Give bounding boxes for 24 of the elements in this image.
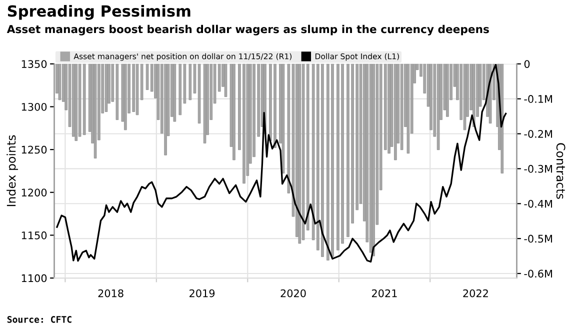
- x-tick-label: 2022: [463, 289, 488, 298]
- source-note: Source: CFTC: [7, 316, 72, 323]
- y2-tick-label: -0.3M: [524, 164, 552, 173]
- y-tick-label: 1200: [22, 188, 47, 196]
- y2-tick-label: -0.1M: [524, 95, 552, 103]
- y2-axis-title: Contracts: [556, 143, 566, 199]
- chart-subtitle: Asset managers boost bearish dollar wagers as slump in the currency deepens: [6, 24, 489, 36]
- y-tick-label: 1250: [22, 146, 47, 154]
- x-tick-label: 2019: [190, 289, 215, 298]
- y2-tick-label: 0: [524, 60, 530, 68]
- y2-tick-label: -0.4M: [524, 200, 552, 208]
- y2-tick-label: -0.2M: [524, 130, 552, 138]
- y-tick-label: 1100: [22, 274, 47, 282]
- y-axis-title: Index points: [6, 135, 18, 206]
- line-series: [56, 64, 507, 263]
- chart-title: Spreading Pessimism: [8, 4, 190, 20]
- y-tick-label: 1350: [22, 60, 47, 68]
- y-tick-label: 1150: [22, 231, 47, 240]
- y-tick-label: 1300: [22, 102, 47, 111]
- x-tick-label: 2018: [98, 289, 124, 298]
- y2-tick-label: -0.5M: [524, 234, 552, 243]
- x-tick-label: 2021: [372, 289, 397, 298]
- x-tick-label: 2020: [280, 289, 306, 298]
- y2-tick-label: -0.6M: [524, 270, 552, 278]
